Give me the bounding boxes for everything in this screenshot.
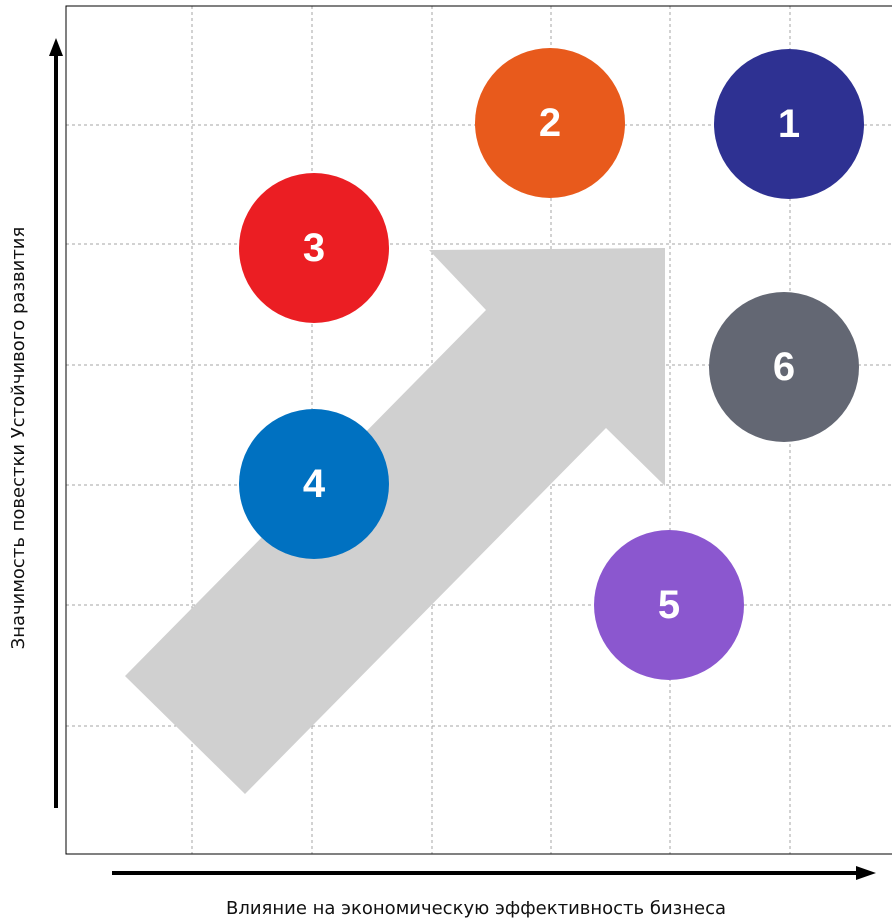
y-axis-arrowhead (49, 38, 63, 56)
x-axis-arrowhead (856, 866, 876, 880)
bubble-2-label: 2 (539, 101, 561, 145)
x-axis-label: Влияние на экономическую эффективность б… (226, 898, 726, 919)
bubble-1-circle (714, 49, 864, 199)
y-axis-label: Значимость повестки Устойчивого развития (8, 227, 29, 650)
bubble-2-circle (475, 48, 625, 198)
bubble-6-circle (709, 292, 859, 442)
bubble-5: 5 (594, 530, 744, 680)
x-axis-arrow (112, 866, 876, 880)
bubble-1: 1 (714, 49, 864, 199)
bubble-4-label: 4 (303, 462, 326, 506)
bubble-6: 6 (709, 292, 859, 442)
bubble-6-label: 6 (773, 345, 795, 389)
bubble-5-circle (594, 530, 744, 680)
plot-frame (65, 5, 892, 855)
bubble-3-circle (239, 173, 389, 323)
trend-arrow (125, 248, 665, 794)
bubble-4-circle (239, 409, 389, 559)
bubble-3-label: 3 (303, 226, 325, 270)
bubble-1-label: 1 (778, 102, 800, 146)
y-axis-arrow (49, 38, 63, 808)
bubble-3: 3 (239, 173, 389, 323)
bubble-5-label: 5 (658, 583, 680, 627)
bubble-4: 4 (239, 409, 389, 559)
bubble-2: 2 (475, 48, 625, 198)
